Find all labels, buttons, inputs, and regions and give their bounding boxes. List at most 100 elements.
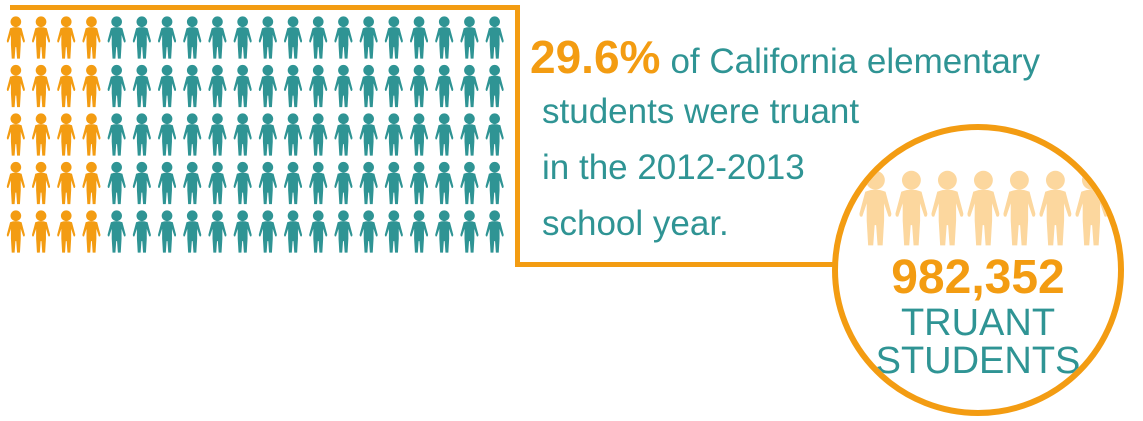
faded-child-icon — [1003, 170, 1036, 246]
child-icon — [107, 16, 126, 59]
truant-child-icon — [32, 113, 51, 156]
pictogram-svg — [6, 16, 504, 253]
child-icon — [284, 210, 303, 253]
child-icon — [460, 16, 479, 59]
child-icon — [309, 210, 328, 253]
truant-child-icon — [82, 161, 101, 205]
truant-count-circle: 982,352 TRUANT STUDENTS — [832, 124, 1124, 416]
child-icon — [359, 161, 378, 205]
child-icon — [132, 161, 151, 205]
truant-child-icon — [82, 113, 101, 156]
child-icon — [208, 210, 227, 253]
child-icon — [258, 161, 277, 205]
child-icon — [384, 113, 403, 156]
child-icon — [309, 161, 328, 205]
child-icon — [183, 64, 202, 108]
child-icon — [208, 161, 227, 205]
child-icon — [233, 16, 252, 59]
child-icon — [258, 210, 277, 253]
callout-bracket-line — [520, 262, 850, 267]
child-icon — [107, 113, 126, 156]
stat-headline: 29.6% of California elementary — [530, 30, 1040, 84]
truant-label-1: TRUANT — [900, 302, 1056, 344]
child-icon — [158, 64, 177, 108]
child-icon — [435, 210, 454, 253]
stat-line-2: students were truant — [542, 92, 860, 131]
child-icon — [107, 64, 126, 108]
child-icon — [334, 210, 353, 253]
child-icon — [410, 161, 429, 205]
child-icon — [309, 113, 328, 156]
child-icon — [132, 16, 151, 59]
child-icon — [460, 161, 479, 205]
truant-child-icon — [32, 16, 51, 59]
child-icon — [485, 16, 504, 59]
truant-child-icon — [6, 210, 25, 253]
truant-child-icon — [6, 64, 25, 108]
child-icon — [309, 16, 328, 59]
child-icon — [384, 64, 403, 108]
truant-child-icon — [32, 161, 51, 205]
child-icon — [208, 64, 227, 108]
child-icon — [435, 16, 454, 59]
truant-child-icon — [6, 113, 25, 156]
truant-child-icon — [57, 64, 76, 108]
child-icon — [208, 16, 227, 59]
child-icon — [334, 64, 353, 108]
child-icon — [410, 64, 429, 108]
child-icon — [485, 64, 504, 108]
child-icon — [183, 161, 202, 205]
child-icon — [258, 64, 277, 108]
child-icon — [132, 210, 151, 253]
child-icon — [183, 16, 202, 59]
faded-children-icons — [859, 170, 1108, 246]
child-icon — [233, 161, 252, 205]
truant-child-icon — [57, 161, 76, 205]
truant-count: 982,352 — [891, 251, 1065, 304]
child-icon — [158, 210, 177, 253]
truant-child-icon — [57, 113, 76, 156]
child-icon — [410, 16, 429, 59]
child-icon — [284, 64, 303, 108]
child-icon — [384, 16, 403, 59]
child-icon — [435, 64, 454, 108]
truant-child-icon — [57, 210, 76, 253]
truant-child-icon — [6, 161, 25, 205]
truant-child-icon — [82, 64, 101, 108]
child-icon — [384, 161, 403, 205]
child-icon — [485, 161, 504, 205]
child-icon — [435, 161, 454, 205]
child-icon — [158, 16, 177, 59]
truant-child-icon — [32, 64, 51, 108]
child-icon — [208, 113, 227, 156]
child-icon — [132, 64, 151, 108]
faded-child-icon — [1039, 170, 1072, 246]
child-icon — [284, 16, 303, 59]
faded-child-icon — [859, 170, 892, 246]
child-icon — [359, 113, 378, 156]
stat-line-4: school year. — [542, 204, 729, 243]
child-icon — [359, 64, 378, 108]
child-icon — [233, 64, 252, 108]
child-icon — [410, 210, 429, 253]
faded-child-icon — [931, 170, 964, 246]
child-icon — [460, 113, 479, 156]
stat-percent: 29.6% — [530, 31, 661, 83]
child-icon — [107, 210, 126, 253]
child-icon — [284, 161, 303, 205]
child-icon — [334, 16, 353, 59]
truant-child-icon — [6, 16, 25, 59]
child-icon — [384, 210, 403, 253]
child-icon — [258, 113, 277, 156]
child-icon — [132, 113, 151, 156]
child-icon — [258, 16, 277, 59]
child-icon — [158, 113, 177, 156]
faded-child-icon — [895, 170, 928, 246]
truant-label-2: STUDENTS — [875, 340, 1081, 382]
child-icon — [485, 113, 504, 156]
truant-child-icon — [82, 16, 101, 59]
child-icon — [334, 161, 353, 205]
child-icon — [233, 113, 252, 156]
stat-line-1: of California elementary — [670, 42, 1041, 81]
callout-bracket — [10, 5, 520, 267]
